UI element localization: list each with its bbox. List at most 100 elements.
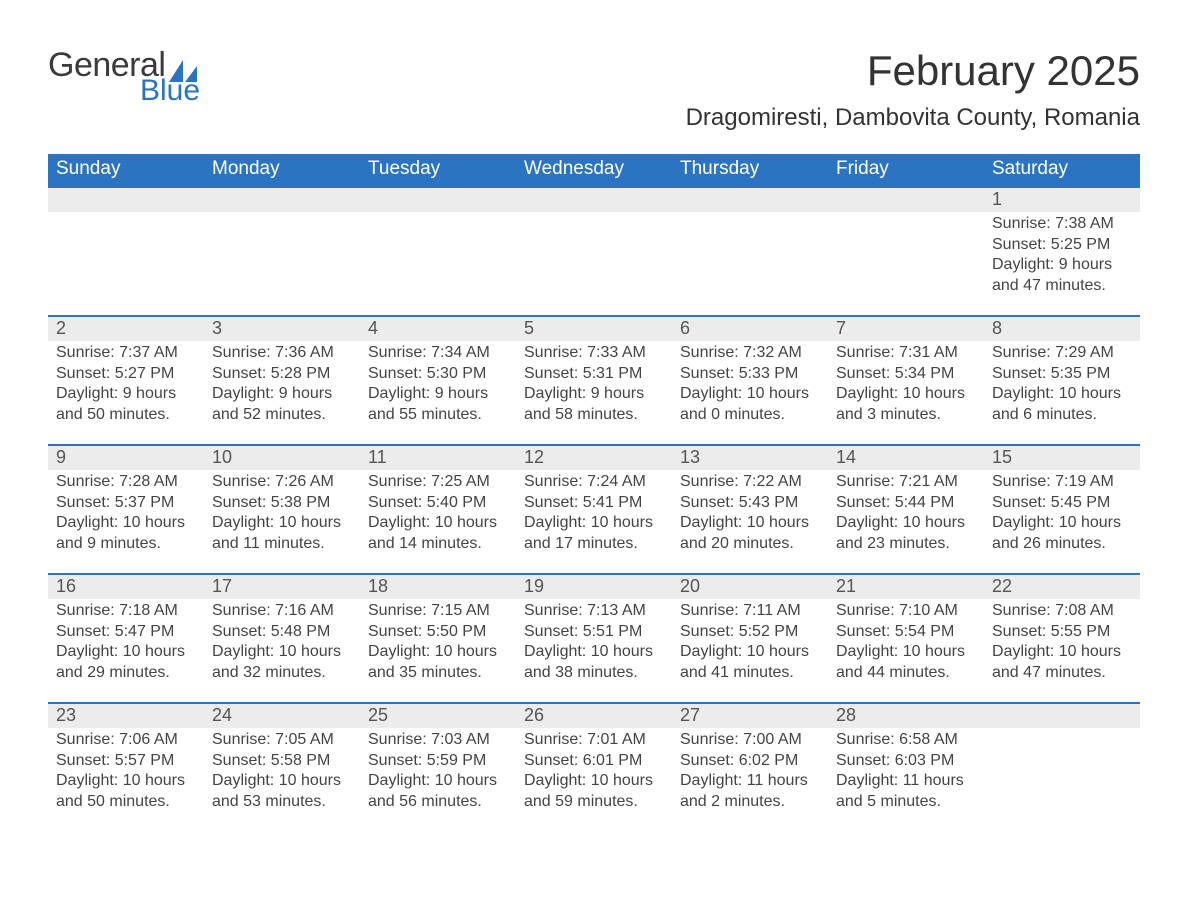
- daylight-line: Daylight: 10 hours and 20 minutes.: [680, 513, 820, 554]
- sunrise-line: Sunrise: 7:16 AM: [212, 601, 352, 621]
- title-block: February 2025 Dragomiresti, Dambovita Co…: [686, 48, 1140, 146]
- sunset-line: Sunset: 5:48 PM: [212, 622, 352, 642]
- daylight-line: Daylight: 10 hours and 26 minutes.: [992, 513, 1132, 554]
- daylight-line: Daylight: 10 hours and 38 minutes.: [524, 642, 664, 683]
- weekday-header: Monday: [204, 154, 360, 187]
- page-header: General Blue February 2025 Dragomiresti,…: [48, 48, 1140, 146]
- day-cell: Sunrise: 7:00 AMSunset: 6:02 PMDaylight:…: [672, 728, 828, 832]
- daylight-line: Daylight: 9 hours and 52 minutes.: [212, 384, 352, 425]
- daylight-line: Daylight: 10 hours and 23 minutes.: [836, 513, 976, 554]
- day-cell: [516, 212, 672, 316]
- day-number-cell: 28: [828, 703, 984, 728]
- day-number-cell: [360, 187, 516, 212]
- sunrise-line: Sunrise: 7:10 AM: [836, 601, 976, 621]
- sunset-line: Sunset: 5:43 PM: [680, 493, 820, 513]
- day-cell: Sunrise: 7:03 AMSunset: 5:59 PMDaylight:…: [360, 728, 516, 832]
- sunrise-line: Sunrise: 7:11 AM: [680, 601, 820, 621]
- day-cell: [360, 212, 516, 316]
- calendar-page: General Blue February 2025 Dragomiresti,…: [0, 0, 1188, 872]
- weekday-header: Sunday: [48, 154, 204, 187]
- sunset-line: Sunset: 5:30 PM: [368, 364, 508, 384]
- daylight-line: Daylight: 11 hours and 2 minutes.: [680, 771, 820, 812]
- sunrise-line: Sunrise: 7:34 AM: [368, 343, 508, 363]
- sunset-line: Sunset: 5:59 PM: [368, 751, 508, 771]
- day-number-cell: 15: [984, 445, 1140, 470]
- day-number-cell: 11: [360, 445, 516, 470]
- sunset-line: Sunset: 6:02 PM: [680, 751, 820, 771]
- sunset-line: Sunset: 5:52 PM: [680, 622, 820, 642]
- sunset-line: Sunset: 5:25 PM: [992, 235, 1132, 255]
- sunset-line: Sunset: 5:41 PM: [524, 493, 664, 513]
- day-number-cell: [828, 187, 984, 212]
- sunset-line: Sunset: 5:47 PM: [56, 622, 196, 642]
- daylight-line: Daylight: 9 hours and 47 minutes.: [992, 255, 1132, 296]
- day-number-cell: 17: [204, 574, 360, 599]
- day-number-cell: [48, 187, 204, 212]
- sunrise-line: Sunrise: 7:03 AM: [368, 730, 508, 750]
- day-cell: Sunrise: 7:01 AMSunset: 6:01 PMDaylight:…: [516, 728, 672, 832]
- weekday-header: Wednesday: [516, 154, 672, 187]
- day-number-cell: 20: [672, 574, 828, 599]
- day-cell: Sunrise: 7:13 AMSunset: 5:51 PMDaylight:…: [516, 599, 672, 703]
- sunrise-line: Sunrise: 7:32 AM: [680, 343, 820, 363]
- daylight-line: Daylight: 9 hours and 50 minutes.: [56, 384, 196, 425]
- daylight-line: Daylight: 9 hours and 58 minutes.: [524, 384, 664, 425]
- sunset-line: Sunset: 5:51 PM: [524, 622, 664, 642]
- sunset-line: Sunset: 5:35 PM: [992, 364, 1132, 384]
- calendar-table: SundayMondayTuesdayWednesdayThursdayFrid…: [48, 154, 1140, 832]
- daylight-line: Daylight: 10 hours and 6 minutes.: [992, 384, 1132, 425]
- day-cell: Sunrise: 7:28 AMSunset: 5:37 PMDaylight:…: [48, 470, 204, 574]
- day-number-cell: 14: [828, 445, 984, 470]
- day-number-cell: 24: [204, 703, 360, 728]
- sunrise-line: Sunrise: 7:05 AM: [212, 730, 352, 750]
- daylight-line: Daylight: 10 hours and 59 minutes.: [524, 771, 664, 812]
- day-cell: [204, 212, 360, 316]
- day-cell: Sunrise: 7:31 AMSunset: 5:34 PMDaylight:…: [828, 341, 984, 445]
- sunset-line: Sunset: 5:58 PM: [212, 751, 352, 771]
- sunrise-line: Sunrise: 7:08 AM: [992, 601, 1132, 621]
- sunrise-line: Sunrise: 7:38 AM: [992, 214, 1132, 234]
- day-cell: [672, 212, 828, 316]
- day-number-cell: 5: [516, 316, 672, 341]
- day-cell: Sunrise: 7:22 AMSunset: 5:43 PMDaylight:…: [672, 470, 828, 574]
- sunrise-line: Sunrise: 7:13 AM: [524, 601, 664, 621]
- sunset-line: Sunset: 5:34 PM: [836, 364, 976, 384]
- sunset-line: Sunset: 5:33 PM: [680, 364, 820, 384]
- sunrise-line: Sunrise: 7:01 AM: [524, 730, 664, 750]
- day-number-cell: [984, 703, 1140, 728]
- day-number-cell: 12: [516, 445, 672, 470]
- sunset-line: Sunset: 6:01 PM: [524, 751, 664, 771]
- sunrise-line: Sunrise: 6:58 AM: [836, 730, 976, 750]
- day-number-cell: 7: [828, 316, 984, 341]
- daylight-line: Daylight: 9 hours and 55 minutes.: [368, 384, 508, 425]
- daylight-line: Daylight: 11 hours and 5 minutes.: [836, 771, 976, 812]
- weekday-header: Tuesday: [360, 154, 516, 187]
- day-number-row: 9101112131415: [48, 445, 1140, 470]
- calendar-body: 1Sunrise: 7:38 AMSunset: 5:25 PMDaylight…: [48, 187, 1140, 832]
- sunrise-line: Sunrise: 7:24 AM: [524, 472, 664, 492]
- day-cell: Sunrise: 7:11 AMSunset: 5:52 PMDaylight:…: [672, 599, 828, 703]
- sunset-line: Sunset: 5:57 PM: [56, 751, 196, 771]
- day-number-cell: 19: [516, 574, 672, 599]
- day-number-cell: 27: [672, 703, 828, 728]
- sunrise-line: Sunrise: 7:22 AM: [680, 472, 820, 492]
- day-number-cell: 25: [360, 703, 516, 728]
- day-content-row: Sunrise: 7:38 AMSunset: 5:25 PMDaylight:…: [48, 212, 1140, 316]
- day-number-row: 16171819202122: [48, 574, 1140, 599]
- day-content-row: Sunrise: 7:37 AMSunset: 5:27 PMDaylight:…: [48, 341, 1140, 445]
- day-cell: Sunrise: 7:15 AMSunset: 5:50 PMDaylight:…: [360, 599, 516, 703]
- sunrise-line: Sunrise: 7:21 AM: [836, 472, 976, 492]
- day-number-cell: [672, 187, 828, 212]
- day-number-cell: 4: [360, 316, 516, 341]
- sunrise-line: Sunrise: 7:15 AM: [368, 601, 508, 621]
- day-number-cell: 18: [360, 574, 516, 599]
- sunset-line: Sunset: 5:31 PM: [524, 364, 664, 384]
- weekday-header: Thursday: [672, 154, 828, 187]
- daylight-line: Daylight: 10 hours and 44 minutes.: [836, 642, 976, 683]
- day-number-cell: 8: [984, 316, 1140, 341]
- sunrise-line: Sunrise: 7:33 AM: [524, 343, 664, 363]
- day-content-row: Sunrise: 7:06 AMSunset: 5:57 PMDaylight:…: [48, 728, 1140, 832]
- day-cell: Sunrise: 7:36 AMSunset: 5:28 PMDaylight:…: [204, 341, 360, 445]
- day-number-cell: 16: [48, 574, 204, 599]
- day-cell: Sunrise: 7:21 AMSunset: 5:44 PMDaylight:…: [828, 470, 984, 574]
